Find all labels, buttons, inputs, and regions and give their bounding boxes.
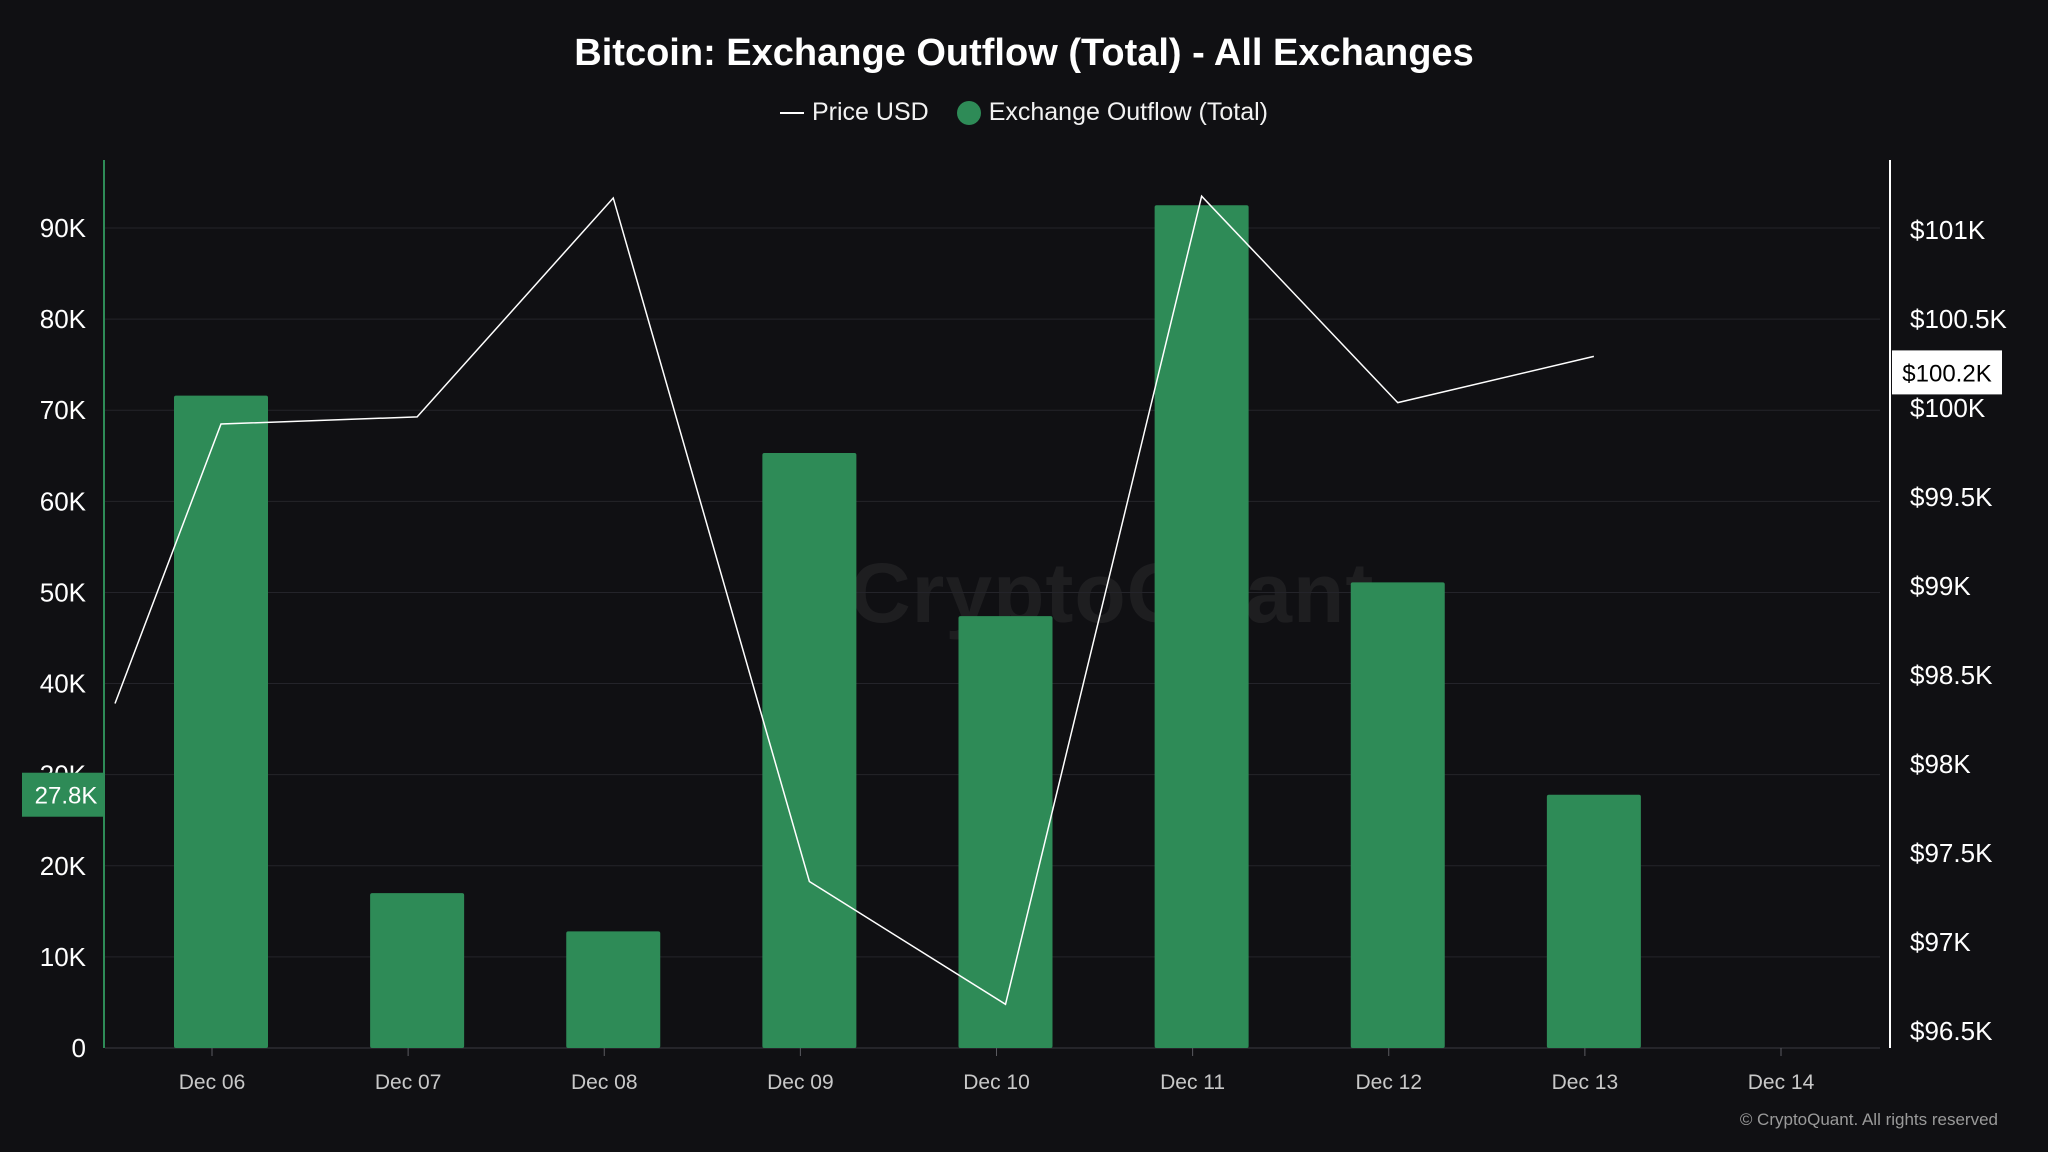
left-value-marker-label: 27.8K: [35, 783, 98, 810]
y-left-tick-label: 80K: [40, 304, 87, 334]
right-value-marker-label: $100.2K: [1902, 360, 1991, 387]
y-right-tick-label: $100K: [1910, 393, 1986, 423]
legend-line-swatch: [780, 111, 804, 114]
y-right-tick-label: $101K: [1910, 215, 1986, 245]
left-value-marker-bg: [22, 772, 104, 817]
chart-title: Bitcoin: Exchange Outflow (Total) - All …: [574, 32, 1474, 74]
bar: [566, 931, 661, 1048]
y-left-tick-label: 60K: [40, 486, 87, 516]
y-right-tick-label: $97K: [1910, 927, 1971, 957]
watermark: CryptoQuant: [850, 546, 1375, 640]
legend-item-outflow[interactable]: Exchange Outflow (Total): [956, 98, 1268, 127]
x-tick-label: Dec 12: [1355, 1071, 1422, 1094]
copyright-notice: © CryptoQuant. All rights reserved: [1739, 1110, 1998, 1129]
legend-item-price[interactable]: Price USD: [780, 98, 929, 127]
x-tick-label: Dec 06: [179, 1071, 246, 1094]
y-left-tick-label: 90K: [40, 213, 87, 243]
chart-legend: Price USD Exchange Outflow (Total): [0, 98, 2048, 127]
y-right-tick-label: $99.5K: [1910, 482, 1993, 512]
y-right-tick-label: $100.5K: [1910, 304, 2008, 334]
legend-dot-swatch: [956, 100, 981, 125]
y-right-tick-label: $99K: [1910, 571, 1971, 601]
y-left-tick-label: 10K: [40, 942, 87, 972]
x-tick-label: Dec 07: [375, 1071, 442, 1094]
bar: [1350, 582, 1445, 1048]
x-tick-label: Dec 14: [1748, 1071, 1815, 1094]
x-tick-label: Dec 09: [767, 1071, 834, 1094]
y-right-tick-label: $96.5K: [1910, 1016, 1993, 1046]
x-tick-label: Dec 08: [571, 1071, 638, 1094]
bar: [370, 893, 465, 1048]
legend-label-price: Price USD: [812, 98, 929, 126]
y-left-tick-label: 20K: [40, 851, 87, 881]
bar: [1546, 794, 1641, 1048]
x-tick-label: Dec 13: [1552, 1071, 1619, 1094]
y-left-tick-label: 70K: [40, 395, 87, 425]
bar: [1154, 205, 1249, 1048]
price-line: [114, 194, 1595, 1006]
legend-label-outflow: Exchange Outflow (Total): [988, 98, 1268, 126]
x-tick-label: Dec 10: [963, 1071, 1030, 1094]
bar: [174, 395, 268, 1049]
y-left-tick-label: 40K: [40, 669, 87, 699]
x-tick-label: Dec 11: [1160, 1071, 1225, 1094]
y-right-tick-label: $97.5K: [1910, 838, 1993, 868]
right-value-marker-bg: [1892, 350, 2002, 395]
y-left-tick-label: 0: [72, 1033, 86, 1063]
y-right-tick-label: $98K: [1910, 749, 1971, 779]
bar: [958, 616, 1053, 1048]
bar: [762, 453, 857, 1048]
y-left-tick-label: 50K: [40, 577, 87, 607]
y-right-tick-label: $98.5K: [1910, 660, 1993, 690]
